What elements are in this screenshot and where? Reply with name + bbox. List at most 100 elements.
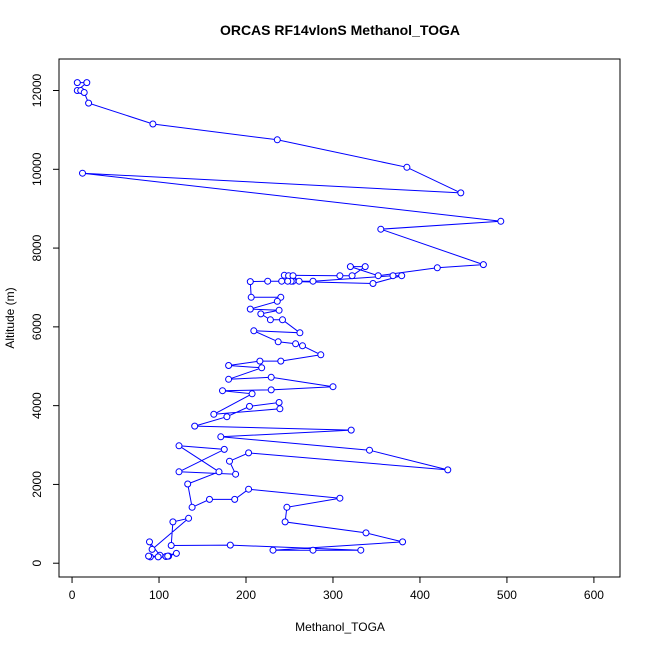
y-tick-label: 8000: [30, 234, 44, 261]
data-point: [245, 485, 253, 493]
data-point: [83, 79, 91, 87]
data-point: [148, 545, 156, 553]
x-tick-label: 200: [236, 588, 256, 602]
data-point: [184, 480, 192, 488]
data-point: [185, 514, 193, 522]
data-point: [292, 340, 300, 348]
data-point: [225, 362, 233, 369]
data-point: [267, 386, 275, 394]
y-tick-label: 0: [30, 560, 44, 567]
data-point: [277, 357, 285, 365]
data-point: [336, 494, 344, 502]
data-point: [275, 399, 283, 406]
data-point: [346, 263, 354, 271]
data-point: [167, 542, 175, 549]
data-point: [357, 546, 365, 554]
data-point: [246, 402, 253, 410]
data-point: [232, 470, 240, 478]
data-point: [80, 89, 88, 96]
data-point: [210, 410, 218, 418]
data-point: [317, 351, 325, 359]
data-point: [264, 277, 272, 285]
data-point: [336, 272, 344, 280]
data-point: [444, 466, 452, 474]
data-point: [79, 169, 86, 177]
data-point: [266, 316, 274, 324]
data-point: [175, 468, 183, 476]
y-tick-label: 4000: [30, 392, 44, 419]
data-point: [191, 422, 199, 430]
data-point: [295, 277, 303, 285]
y-tick-label: 10000: [30, 152, 44, 186]
y-tick-label: 6000: [30, 313, 44, 340]
data-point: [257, 310, 265, 318]
y-axis-label: Altitude (m): [3, 287, 17, 348]
data-point: [169, 518, 177, 526]
data-point: [278, 277, 286, 285]
data-point: [247, 293, 255, 301]
data-point: [267, 373, 275, 381]
x-axis-label: Methanol_TOGA: [295, 620, 385, 634]
data-point: [457, 189, 465, 197]
data-point: [274, 338, 282, 346]
data-point: [279, 316, 286, 324]
data-point: [225, 375, 233, 383]
data-point: [399, 538, 407, 546]
data-point: [299, 342, 306, 350]
data-point: [245, 449, 253, 457]
x-tick-label: 600: [584, 588, 604, 602]
data-point: [258, 364, 266, 372]
data-point: [273, 297, 281, 305]
data-point: [329, 383, 337, 391]
data-point: [188, 503, 196, 511]
data-point: [219, 387, 226, 395]
data-point: [215, 468, 223, 476]
data-point: [145, 552, 153, 560]
data-point: [223, 413, 231, 421]
x-tick-label: 500: [497, 588, 517, 602]
x-tick-label: 400: [410, 588, 430, 602]
x-tick-label: 0: [69, 588, 76, 602]
data-point: [275, 306, 283, 314]
data-point: [231, 495, 239, 503]
data-point: [154, 553, 162, 561]
data-point: [248, 390, 256, 398]
data-point: [377, 225, 385, 233]
data-point: [374, 272, 382, 280]
data-point: [256, 357, 264, 365]
data-point: [347, 426, 355, 434]
x-axis: 0 100 200 300 400 500 600: [69, 577, 604, 602]
data-point: [284, 277, 292, 285]
data-point: [479, 261, 487, 269]
y-axis: 0 2000 4000 6000 8000 10000 12000: [30, 74, 59, 567]
data-point: [172, 549, 180, 557]
data-point: [175, 442, 183, 450]
data-point: [217, 433, 225, 441]
data-point: [246, 305, 254, 313]
data-point: [73, 79, 81, 87]
x-tick-label: 100: [149, 588, 169, 602]
data-point: [250, 327, 258, 335]
data-point: [206, 495, 213, 503]
data-point: [403, 163, 411, 171]
data-point: [309, 546, 317, 554]
data-point: [269, 546, 277, 554]
data-point: [497, 217, 505, 225]
data-point: [281, 518, 289, 526]
data-point: [296, 329, 304, 337]
data-point: [366, 446, 373, 454]
data-point: [348, 272, 356, 280]
plot-frame: [58, 58, 621, 578]
data-point: [361, 263, 369, 271]
data-point: [226, 457, 233, 465]
data-point: [276, 405, 284, 413]
data-point: [433, 264, 441, 272]
data-point: [226, 541, 234, 549]
data-point: [220, 445, 228, 453]
data-point: [246, 278, 254, 286]
data-point: [273, 136, 281, 144]
data-point: [283, 503, 291, 511]
series-layer: [73, 79, 505, 561]
data-point: [164, 552, 172, 560]
